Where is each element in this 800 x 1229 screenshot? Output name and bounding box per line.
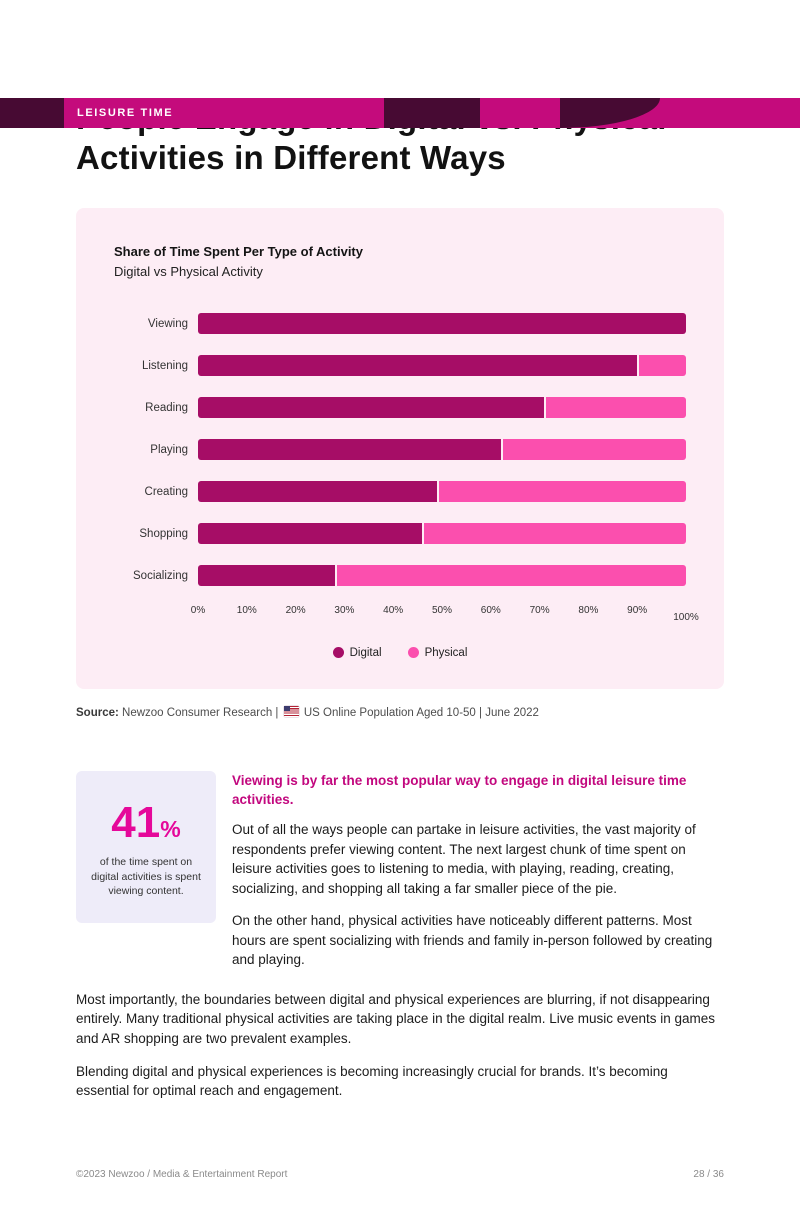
chart-card: Share of Time Spent Per Type of Activity… (76, 207, 724, 689)
category-label: Socializing (133, 569, 188, 582)
bar-segment-digital (198, 523, 423, 545)
stat-percent-sign: % (160, 815, 181, 842)
legend-item: Digital (332, 646, 382, 659)
bar-segment-digital (198, 397, 545, 419)
chart-row: Creating (114, 471, 686, 513)
page: { "header": { "tag": "LEISURE TIME" }, "… (0, 98, 800, 1229)
chart-rows: Viewing Listening Reading Playing Creating Sh… (114, 303, 686, 597)
bar-segment-physical (334, 565, 686, 587)
category-label: Listening (141, 359, 188, 372)
x-axis-tick: 30% (334, 604, 355, 616)
body-heading: Viewing is by far the most popular way t… (232, 772, 687, 808)
stacked-bar (198, 523, 686, 545)
chart-legend: Digital Physical (114, 647, 686, 659)
body-paragraph: On the other hand, physical activities h… (232, 913, 713, 968)
body-paragraph: Out of all the ways people can partake i… (232, 821, 696, 896)
body-paragraph: Most importantly, the boundaries between… (76, 991, 716, 1047)
stat-caption: of the time spent on digital activities … (91, 855, 201, 898)
x-axis-tick: 70% (529, 604, 550, 616)
bar-segment-physical (544, 397, 686, 419)
bar-segment-digital (198, 313, 686, 335)
source-text-before: Newzoo Consumer Research | (122, 706, 279, 719)
x-axis-tick: 20% (285, 604, 306, 616)
page-title-line2: Activities in Different Ways (76, 138, 506, 176)
stacked-bar (198, 565, 686, 587)
stacked-bar (198, 355, 686, 377)
legend-dot (407, 647, 419, 659)
header-decoration (480, 98, 800, 128)
bar-segment-digital (198, 481, 438, 503)
footer-page-number: 28 / 36 (693, 1169, 724, 1180)
chart-row: Reading (114, 387, 686, 429)
category-label: Shopping (139, 527, 188, 540)
us-flag-canton (283, 705, 291, 712)
bar-segment-physical (500, 439, 686, 461)
us-flag-icon (283, 705, 299, 717)
source-text-after: US Online Population Aged 10-50 | June 2… (303, 706, 539, 719)
legend-item: Physical (407, 646, 468, 659)
footer-copyright: ©2023 Newzoo / Media & Entertainment Rep… (76, 1169, 288, 1180)
stat-value: 41% (88, 797, 204, 847)
category-label: Reading (145, 401, 188, 414)
section-tag: LEISURE TIME (64, 98, 384, 128)
legend-label: Physical (424, 646, 468, 659)
bar-segment-physical (637, 355, 686, 377)
page-footer: ©2023 Newzoo / Media & Entertainment Rep… (76, 1169, 724, 1180)
source-line: Source: Newzoo Consumer Research | US On… (76, 705, 724, 719)
chart-row: Viewing (114, 303, 686, 345)
content-section: 41% of the time spent on digital activit… (76, 770, 724, 983)
body-text-column: Viewing is by far the most popular way t… (232, 771, 724, 983)
legend-label: Digital (349, 646, 382, 659)
legend-dot (332, 647, 344, 659)
x-axis: 0% 10% 20% 30% 40% 50% 60% 70% 80% 90% 100% (191, 604, 699, 631)
bar-segment-physical (437, 481, 686, 503)
bar-segment-digital (198, 565, 335, 587)
stacked-bar (198, 313, 686, 335)
x-axis-tick: 40% (383, 604, 404, 616)
stat-callout: 41% of the time spent on digital activit… (76, 770, 216, 923)
bottom-text-section: Most importantly, the boundaries between… (76, 990, 724, 1101)
x-axis-tick: 60% (480, 604, 501, 616)
category-label: Playing (150, 443, 188, 456)
chart-row: Playing (114, 429, 686, 471)
x-axis-tick: 50% (431, 604, 453, 616)
chart-row: Listening (114, 345, 686, 387)
chart-title: Share of Time Spent Per Type of Activity (114, 243, 363, 259)
bar-segment-physical (422, 523, 686, 545)
stacked-bar (198, 397, 686, 419)
x-axis-tick: 0% (190, 604, 206, 616)
stacked-bar (198, 481, 686, 503)
stacked-bar (198, 439, 686, 461)
body-paragraph: Blending digital and physical experience… (76, 1063, 668, 1099)
category-label: Viewing (147, 317, 188, 330)
stat-number: 41 (111, 797, 161, 847)
category-label: Creating (144, 485, 188, 498)
chart-row: Shopping (114, 513, 686, 555)
bar-segment-digital (198, 355, 638, 377)
chart-subtitle: Digital vs Physical Activity (114, 263, 263, 279)
chart-row: Socializing (114, 555, 686, 597)
x-axis-tick: 90% (627, 604, 648, 616)
header-decoration-curve (560, 98, 660, 128)
top-bar: LEISURE TIME (0, 98, 800, 128)
x-axis-tick: 80% (578, 604, 599, 616)
source-label: Source: (76, 706, 119, 719)
bar-segment-digital (198, 439, 501, 461)
x-axis-tick: 10% (236, 604, 257, 616)
x-axis-tick: 100% (673, 611, 699, 623)
